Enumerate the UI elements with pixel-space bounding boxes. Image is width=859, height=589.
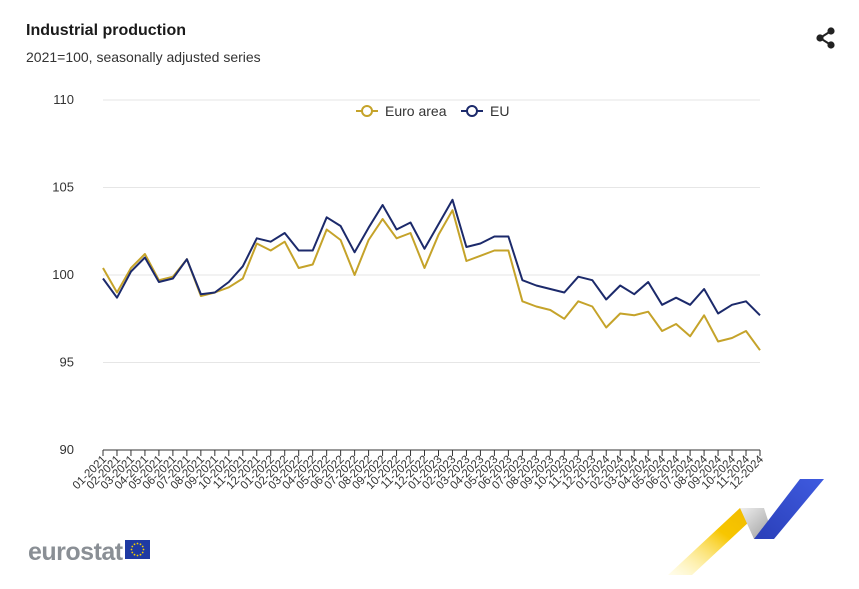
decorative-ribbon — [668, 470, 828, 580]
legend-marker — [361, 105, 373, 117]
eurostat-logo: eurostat — [28, 538, 123, 566]
y-tick-label: 95 — [60, 355, 74, 370]
y-tick-label: 100 — [52, 267, 74, 282]
eu-series-line — [102, 198, 761, 317]
y-tick-label: 105 — [52, 180, 74, 195]
euro-area-series-line — [102, 209, 761, 351]
legend-item-eu: EU — [490, 103, 509, 119]
eu-flag-icon — [125, 540, 150, 559]
share-icon[interactable] — [812, 25, 838, 51]
chart-subtitle: 2021=100, seasonally adjusted series — [26, 49, 261, 65]
y-tick-label: 90 — [60, 442, 74, 457]
legend-item-euro-area: Euro area — [385, 103, 447, 119]
legend-marker — [466, 105, 478, 117]
chart-title: Industrial production — [26, 22, 186, 39]
y-tick-label: 110 — [53, 92, 74, 107]
